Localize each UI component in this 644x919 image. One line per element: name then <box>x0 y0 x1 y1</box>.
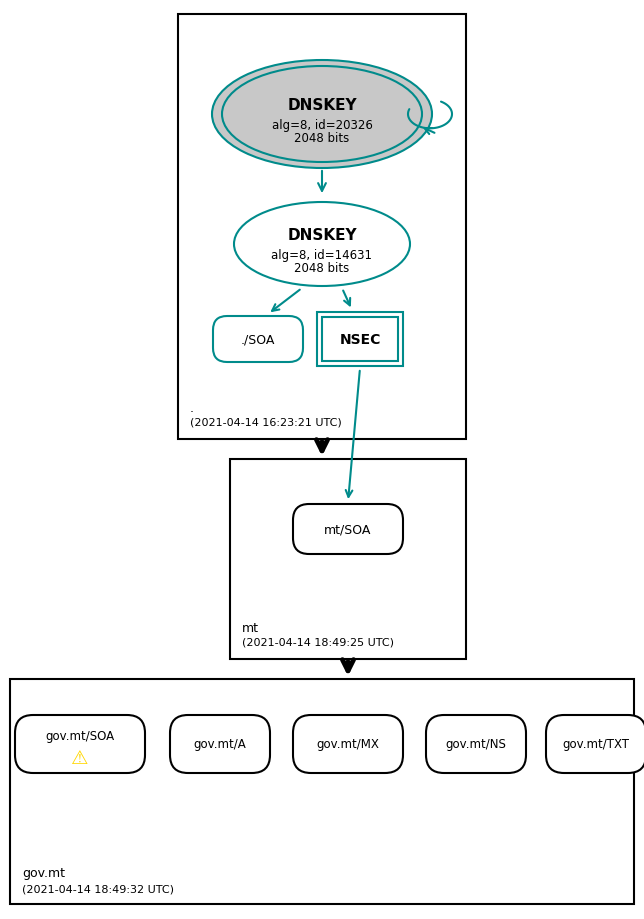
Text: gov.mt: gov.mt <box>22 866 65 879</box>
Bar <box>10 679 634 904</box>
Ellipse shape <box>234 203 410 287</box>
FancyBboxPatch shape <box>426 715 526 773</box>
Bar <box>230 460 466 659</box>
Text: .: . <box>190 402 194 414</box>
Text: 2048 bits: 2048 bits <box>294 262 350 275</box>
Bar <box>322 318 398 361</box>
FancyBboxPatch shape <box>293 715 403 773</box>
FancyBboxPatch shape <box>546 715 644 773</box>
Text: gov.mt/A: gov.mt/A <box>194 738 247 751</box>
FancyBboxPatch shape <box>213 317 303 363</box>
Bar <box>317 312 403 367</box>
Text: (2021-04-14 18:49:25 UTC): (2021-04-14 18:49:25 UTC) <box>242 637 394 647</box>
FancyBboxPatch shape <box>293 505 403 554</box>
FancyBboxPatch shape <box>170 715 270 773</box>
Text: mt: mt <box>242 621 259 634</box>
Text: (2021-04-14 16:23:21 UTC): (2021-04-14 16:23:21 UTC) <box>190 417 342 427</box>
Ellipse shape <box>212 61 432 169</box>
Text: mt/SOA: mt/SOA <box>325 523 372 536</box>
Text: NSEC: NSEC <box>339 333 381 346</box>
Text: gov.mt/MX: gov.mt/MX <box>317 738 379 751</box>
FancyBboxPatch shape <box>15 715 145 773</box>
Text: 2048 bits: 2048 bits <box>294 132 350 145</box>
Bar <box>178 15 466 439</box>
Text: ./SOA: ./SOA <box>241 333 275 346</box>
Text: ⚠: ⚠ <box>71 749 89 767</box>
Text: DNSKEY: DNSKEY <box>287 227 357 243</box>
Text: alg=8, id=14631: alg=8, id=14631 <box>272 248 372 261</box>
Text: gov.mt/SOA: gov.mt/SOA <box>46 730 115 743</box>
Text: gov.mt/NS: gov.mt/NS <box>446 738 506 751</box>
Text: (2021-04-14 18:49:32 UTC): (2021-04-14 18:49:32 UTC) <box>22 884 174 894</box>
Text: DNSKEY: DNSKEY <box>287 97 357 112</box>
Ellipse shape <box>222 67 422 163</box>
Text: alg=8, id=20326: alg=8, id=20326 <box>272 119 372 131</box>
Text: gov.mt/TXT: gov.mt/TXT <box>562 738 629 751</box>
